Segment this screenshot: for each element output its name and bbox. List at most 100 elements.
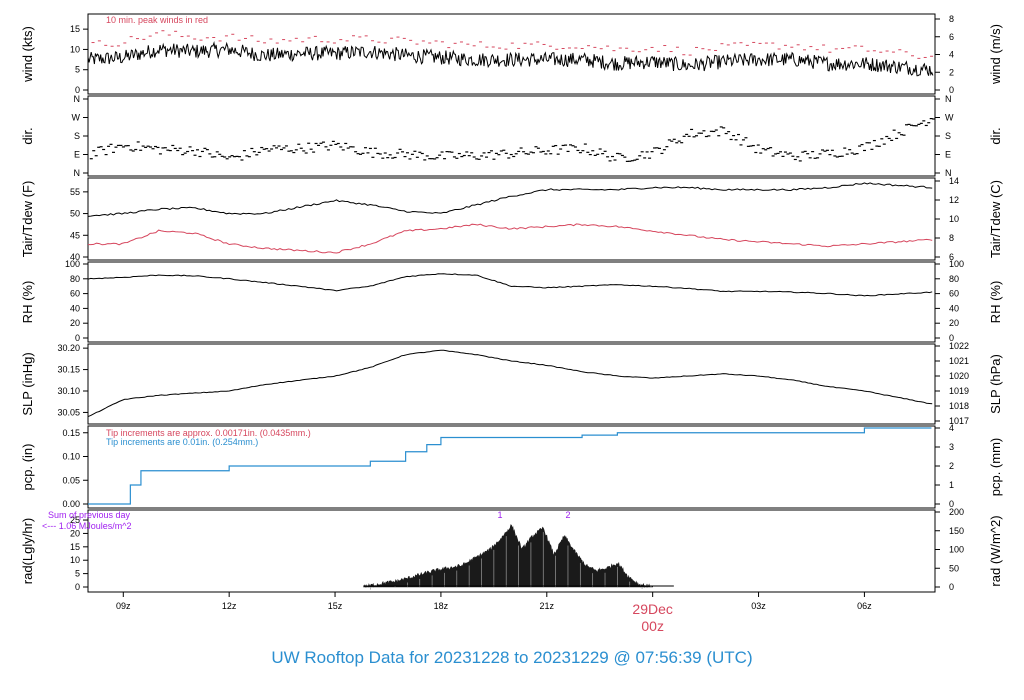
ytick-label-right-precip: 4 (949, 423, 954, 433)
ylabel-left-slp: SLP (inHg) (20, 352, 35, 415)
xtick-label: 09z (116, 601, 131, 611)
ytick-label-left-precip: 0.00 (62, 499, 80, 509)
date-label: 29Dec (632, 601, 672, 617)
ytick-label-left-radiation: 25 (70, 515, 80, 525)
ylabel-right-slp: SLP (hPa) (988, 354, 1003, 414)
ylabel-left-dir: dir. (20, 127, 35, 144)
ytick-label-left-radiation: 5 (75, 569, 80, 579)
ylabel-left-radiation: rad(Lgly/hr) (20, 518, 35, 584)
ytick-label-left-radiation: 0 (75, 582, 80, 592)
footer-title: UW Rooftop Data for 20231228 to 20231229… (271, 648, 753, 667)
ytick-label-left-dir: S (74, 131, 80, 141)
ytick-label-right-radiation: 50 (949, 563, 959, 573)
ytick-label-right-precip: 0 (949, 499, 954, 509)
xtick-label: 15z (328, 601, 343, 611)
panel-frame-temperature (87, 177, 936, 261)
radiation-annotation-2: <--- 1.06 MJoules/m^2 (42, 521, 132, 531)
panel-frame-dir (87, 95, 936, 177)
radiation-peak-label-1: 1 (497, 510, 502, 520)
series-wind-black (87, 41, 934, 77)
ytick-label-right-temperature: 12 (949, 195, 959, 205)
ytick-label-left-radiation: 15 (70, 542, 80, 552)
ytick-label-right-rh: 0 (949, 333, 954, 343)
ytick-label-left-dir: N (74, 94, 81, 104)
ylabel-right-rh: RH (%) (988, 281, 1003, 324)
ylabel-right-precip: pcp. (mm) (988, 438, 1003, 497)
ytick-label-right-temperature: 8 (949, 233, 954, 243)
panel-frame-slp (87, 343, 936, 425)
ytick-label-left-wind: 5 (75, 65, 80, 75)
ytick-label-left-rh: 0 (75, 333, 80, 343)
ytick-label-right-slp: 1018 (949, 401, 969, 411)
xtick-label: 12z (222, 601, 237, 611)
ytick-label-right-wind: 8 (949, 14, 954, 24)
ytick-label-left-rh: 40 (70, 303, 80, 313)
ytick-label-left-temperature: 55 (70, 187, 80, 197)
ytick-label-right-precip: 1 (949, 480, 954, 490)
xtick-label: 03z (751, 601, 766, 611)
ytick-label-right-wind: 0 (949, 85, 954, 95)
ytick-label-left-rh: 100 (65, 259, 80, 269)
ytick-label-right-temperature: 10 (949, 214, 959, 224)
ylabel-left-temperature: Tair/Tdew (F) (20, 181, 35, 258)
date-sub-label: 00z (641, 618, 664, 634)
panel-frame-precip (87, 425, 936, 509)
ytick-label-right-dir: E (945, 150, 951, 160)
radiation-area (363, 524, 654, 588)
ytick-label-right-rh: 80 (949, 274, 959, 284)
series-slp-black (87, 349, 933, 418)
ylabel-left-rh: RH (%) (20, 281, 35, 324)
ytick-label-left-wind: 0 (75, 85, 80, 95)
ytick-label-left-precip: 0.05 (62, 475, 80, 485)
radiation-annotation-1: Sum of previous day (48, 510, 131, 520)
ytick-label-right-rh: 60 (949, 289, 959, 299)
precip-annotation-2: Tip increments are 0.01in. (0.254mm.) (106, 437, 258, 447)
ytick-label-left-precip: 0.15 (62, 428, 80, 438)
ytick-label-right-rh: 20 (949, 318, 959, 328)
ytick-label-right-dir: N (945, 168, 952, 178)
series-rh-black (87, 273, 933, 297)
panel-frame-wind (87, 13, 936, 95)
ytick-label-left-slp: 30.10 (57, 386, 80, 396)
ylabel-right-dir: dir. (988, 127, 1003, 144)
ytick-label-right-dir: S (945, 131, 951, 141)
ytick-label-right-slp: 1021 (949, 356, 969, 366)
ytick-label-right-precip: 3 (949, 442, 954, 452)
series-temperature-black (87, 182, 933, 217)
ytick-label-left-precip: 0.10 (62, 452, 80, 462)
xtick-label: 21z (540, 601, 555, 611)
ytick-label-left-temperature: 40 (70, 252, 80, 262)
precip-annotation-1: Tip increments are approx. 0.00171in. (0… (106, 428, 311, 438)
ytick-label-left-radiation: 10 (70, 555, 80, 565)
ytick-label-right-slp: 1022 (949, 341, 969, 351)
ytick-label-right-slp: 1019 (949, 386, 969, 396)
ytick-label-left-rh: 20 (70, 318, 80, 328)
ytick-label-left-temperature: 50 (70, 209, 80, 219)
ytick-label-left-wind: 15 (70, 24, 80, 34)
ytick-label-right-slp: 1020 (949, 371, 969, 381)
ytick-label-right-rh: 40 (949, 303, 959, 313)
ytick-label-left-slp: 30.15 (57, 365, 80, 375)
panel-frame-rh (87, 261, 936, 343)
series-precip-line (88, 427, 932, 505)
ytick-label-left-rh: 80 (70, 274, 80, 284)
xtick-label: 18z (434, 601, 449, 611)
ytick-label-right-temperature: 6 (949, 252, 954, 262)
ytick-label-left-dir: W (72, 113, 81, 123)
ylabel-left-precip: pcp. (in) (20, 444, 35, 491)
panel-frame-radiation (87, 509, 936, 593)
ylabel-right-wind: wind (m/s) (988, 24, 1003, 85)
ytick-label-left-slp: 30.05 (57, 407, 80, 417)
wind-annotation: 10 min. peak winds in red (106, 15, 208, 25)
ytick-label-right-wind: 6 (949, 32, 954, 42)
ytick-label-right-rh: 100 (949, 259, 964, 269)
ytick-label-right-radiation: 100 (949, 545, 964, 555)
ytick-label-right-precip: 2 (949, 461, 954, 471)
ytick-label-left-dir: N (74, 168, 81, 178)
ytick-label-left-dir: E (74, 150, 80, 160)
ytick-label-left-radiation: 20 (70, 528, 80, 538)
ytick-label-right-dir: N (945, 94, 952, 104)
ytick-label-right-radiation: 150 (949, 526, 964, 536)
ytick-label-right-wind: 4 (949, 50, 954, 60)
